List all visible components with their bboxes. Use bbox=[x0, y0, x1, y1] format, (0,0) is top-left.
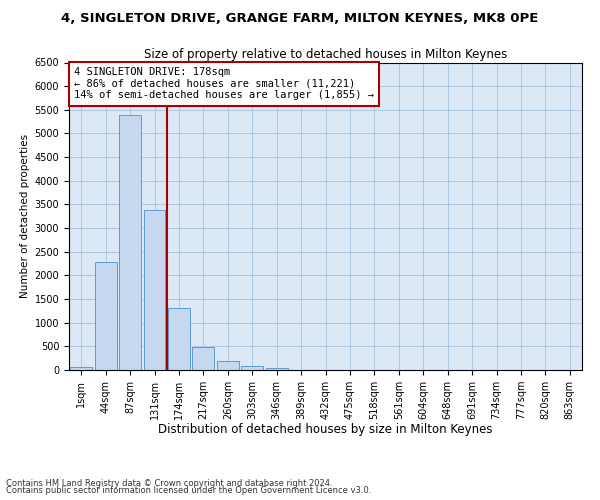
Title: Size of property relative to detached houses in Milton Keynes: Size of property relative to detached ho… bbox=[144, 48, 507, 62]
Text: Contains HM Land Registry data © Crown copyright and database right 2024.: Contains HM Land Registry data © Crown c… bbox=[6, 478, 332, 488]
Bar bbox=[70, 366, 92, 370]
X-axis label: Distribution of detached houses by size in Milton Keynes: Distribution of detached houses by size … bbox=[158, 424, 493, 436]
Text: 4 SINGLETON DRIVE: 178sqm
← 86% of detached houses are smaller (11,221)
14% of s: 4 SINGLETON DRIVE: 178sqm ← 86% of detac… bbox=[74, 67, 374, 100]
Bar bbox=[241, 366, 263, 370]
Y-axis label: Number of detached properties: Number of detached properties bbox=[20, 134, 31, 298]
Bar bbox=[217, 361, 239, 370]
Bar bbox=[266, 368, 287, 370]
Bar bbox=[143, 210, 166, 370]
Bar bbox=[95, 262, 116, 370]
Text: 4, SINGLETON DRIVE, GRANGE FARM, MILTON KEYNES, MK8 0PE: 4, SINGLETON DRIVE, GRANGE FARM, MILTON … bbox=[61, 12, 539, 26]
Bar bbox=[119, 114, 141, 370]
Text: Contains public sector information licensed under the Open Government Licence v3: Contains public sector information licen… bbox=[6, 486, 371, 495]
Bar bbox=[193, 348, 214, 370]
Bar bbox=[168, 308, 190, 370]
